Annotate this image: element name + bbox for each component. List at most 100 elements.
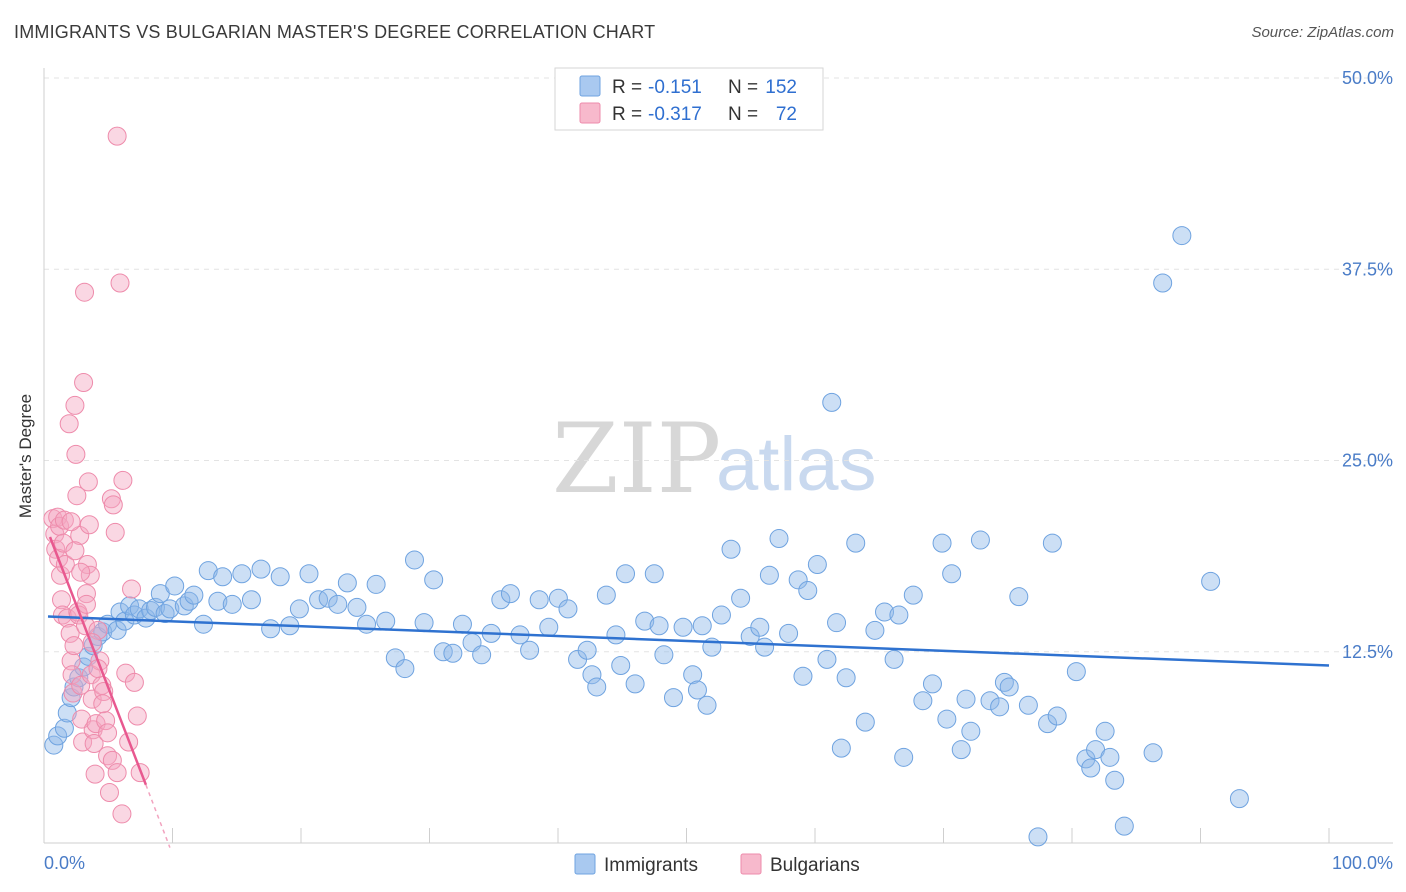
chart-source: Source: ZipAtlas.com	[1251, 24, 1394, 41]
scatter-point-immigrants	[1018, 695, 1038, 715]
scatter-point-immigrants	[582, 665, 602, 685]
scatter-point-bulgarians	[76, 584, 96, 604]
scatter-point-immigrants	[74, 657, 94, 677]
scatter-point-bulgarians	[82, 633, 102, 653]
scatter-point-immigrants	[1229, 789, 1249, 809]
scatter-point-bulgarians	[70, 525, 90, 545]
scatter-point-immigrants	[64, 677, 84, 697]
scatter-point-immigrants	[160, 599, 180, 619]
scatter-point-immigrants	[452, 614, 472, 634]
scatter-point-immigrants	[193, 614, 213, 634]
scatter-point-immigrants	[1201, 571, 1221, 591]
y-tick-label: 12.5%	[1342, 642, 1393, 662]
scatter-point-immigrants	[654, 645, 674, 665]
scatter-point-bulgarians	[54, 510, 74, 530]
scatter-point-immigrants	[376, 611, 396, 631]
legend-r-label-0: R =	[612, 77, 642, 98]
scatter-point-bulgarians	[127, 706, 147, 726]
legend-n-value-1: 72	[776, 104, 797, 125]
scatter-point-immigrants	[683, 665, 703, 685]
scatter-point-immigrants	[750, 617, 770, 637]
scatter-point-immigrants	[1042, 533, 1062, 553]
scatter-point-immigrants	[822, 392, 842, 412]
scatter-point-bulgarians	[113, 470, 133, 490]
scatter-point-immigrants	[788, 570, 808, 590]
scatter-point-immigrants	[932, 533, 952, 553]
bottom-legend-label-immigrants: Immigrants	[604, 855, 698, 876]
scatter-point-bulgarians	[107, 763, 127, 783]
scatter-point-bulgarians	[60, 623, 80, 643]
scatter-point-immigrants	[649, 616, 669, 636]
scatter-point-immigrants	[385, 648, 405, 668]
scatter-point-immigrants	[110, 602, 130, 622]
scatter-point-immigrants	[424, 570, 444, 590]
scatter-point-immigrants	[980, 691, 1000, 711]
scatter-point-immigrants	[836, 668, 856, 688]
y-axis-label: Master's Degree	[16, 394, 35, 518]
legend-swatch-bulgarians	[579, 102, 601, 124]
scatter-point-immigrants	[999, 677, 1019, 697]
scatter-point-immigrants	[299, 564, 319, 584]
scatter-point-immigrants	[289, 599, 309, 619]
series-legend: Immigrants Bulgarians	[574, 853, 860, 876]
scatter-point-immigrants	[692, 616, 712, 636]
scatter-point-immigrants	[731, 588, 751, 608]
scatter-point-bulgarians	[105, 522, 125, 542]
scatter-point-immigrants	[347, 597, 367, 617]
scatter-point-immigrants	[232, 564, 252, 584]
scatter-point-bulgarians	[88, 620, 108, 640]
scatter-point-immigrants	[951, 740, 971, 760]
scatter-point-immigrants	[1172, 226, 1192, 246]
scatter-point-immigrants	[807, 555, 827, 575]
scatter-point-bulgarians	[98, 723, 118, 743]
bottom-legend-swatch-immigrants	[574, 853, 596, 875]
watermark-zip: ZIP	[552, 403, 721, 515]
scatter-point-immigrants	[942, 564, 962, 584]
scatter-point-bulgarians	[107, 126, 127, 146]
scatter-point-immigrants	[309, 590, 329, 610]
scatter-point-immigrants	[491, 590, 511, 610]
scatter-point-immigrants	[404, 550, 424, 570]
scatter-point-immigrants	[241, 590, 261, 610]
scatter-point-bulgarians	[75, 282, 95, 302]
scatter-point-immigrants	[903, 585, 923, 605]
scatter-point-bulgarians	[71, 562, 91, 582]
scatter-point-immigrants	[414, 613, 434, 633]
scatter-point-immigrants	[57, 703, 77, 723]
scatter-point-immigrants	[865, 620, 885, 640]
legend-swatch-immigrants	[579, 75, 601, 97]
scatter-point-immigrants	[922, 674, 942, 694]
scatter-point-immigrants	[443, 643, 463, 663]
scatter-point-bulgarians	[76, 594, 96, 614]
scatter-point-bulgarians	[85, 764, 105, 784]
scatter-point-immigrants	[318, 588, 338, 608]
bottom-legend-swatch-bulgarians	[740, 853, 762, 875]
scatter-point-immigrants	[1095, 721, 1115, 741]
scatter-point-immigrants	[1066, 662, 1086, 682]
watermark: ZIP atlas	[552, 403, 877, 515]
scatter-point-immigrants	[889, 605, 909, 625]
scatter-point-bulgarians	[53, 533, 73, 553]
series-bulgarians	[43, 126, 150, 824]
scatter-point-immigrants	[711, 605, 731, 625]
scatter-point-immigrants	[1081, 758, 1101, 778]
scatter-point-immigrants	[1047, 706, 1067, 726]
scatter-point-bulgarians	[65, 541, 85, 561]
scatter-point-bulgarians	[82, 689, 102, 709]
scatter-point-immigrants	[884, 649, 904, 669]
scatter-point-immigrants	[798, 581, 818, 601]
scatter-point-immigrants	[606, 625, 626, 645]
scatter-point-bulgarians	[124, 672, 144, 692]
scatter-point-immigrants	[990, 697, 1010, 717]
scatter-point-immigrants	[366, 574, 386, 594]
scatter-point-immigrants	[520, 640, 540, 660]
scatter-point-immigrants	[558, 599, 578, 619]
scatter-point-bulgarians	[63, 683, 83, 703]
scatter-point-immigrants	[1100, 747, 1120, 767]
series-immigrants	[44, 226, 1249, 847]
bottom-legend-label-bulgarians: Bulgarians	[770, 855, 860, 876]
scatter-point-immigrants	[500, 584, 520, 604]
scatter-point-bulgarians	[112, 804, 132, 824]
scatter-point-immigrants	[1038, 714, 1058, 734]
